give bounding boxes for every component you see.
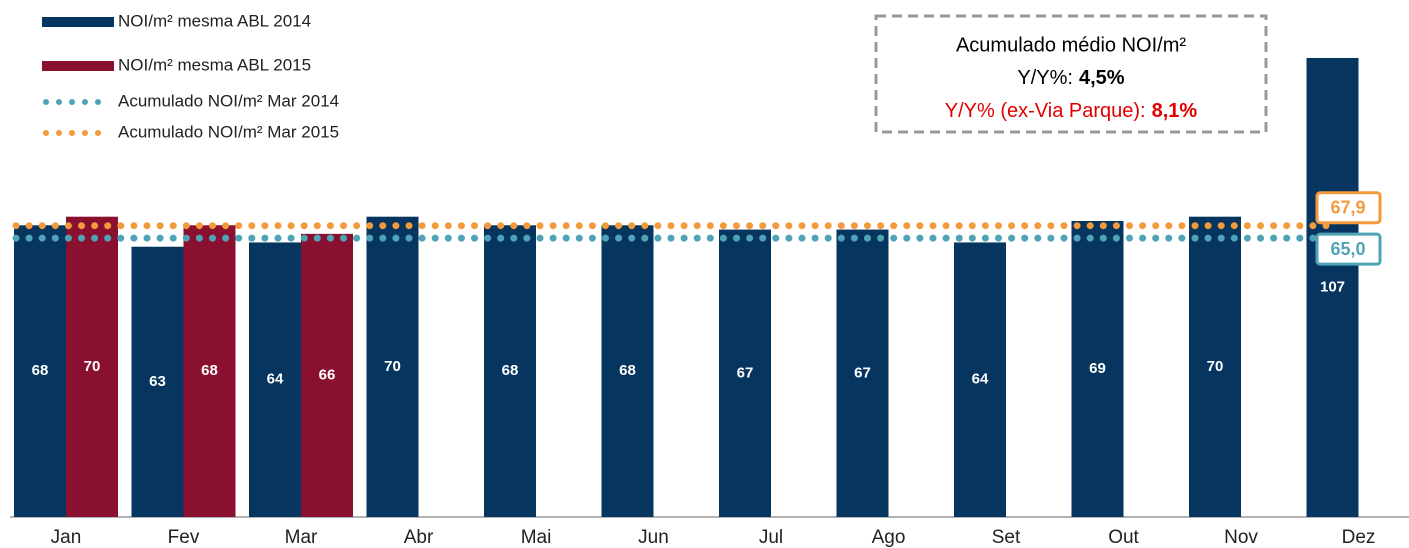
value-label: 68 — [32, 362, 49, 379]
value-label: 63 — [149, 373, 166, 390]
reference-label: 65,0 — [1330, 239, 1365, 259]
value-label: 67 — [737, 364, 754, 381]
value-label: 69 — [1089, 360, 1106, 377]
bar — [131, 246, 184, 518]
x-tick-label: Nov — [1224, 527, 1258, 548]
x-tick-label: Jul — [759, 527, 783, 548]
annotation-label: Y/Y% (ex-Via Parque): — [945, 100, 1146, 122]
value-label: 70 — [384, 358, 401, 375]
bar — [1189, 216, 1241, 517]
x-tick-label: Out — [1108, 527, 1139, 548]
x-tick-label: Abr — [404, 527, 434, 548]
reference-label-box — [1315, 191, 1382, 225]
value-label: 70 — [84, 358, 101, 375]
x-tick-label: Mar — [285, 527, 318, 548]
legend-swatch — [42, 17, 114, 27]
bar — [719, 229, 771, 517]
bar — [484, 225, 536, 517]
legend-label: NOI/m² mesma ABL 2015 — [118, 55, 311, 74]
x-tick-label: Mai — [521, 527, 552, 548]
bar — [249, 242, 301, 517]
x-tick-label: Set — [992, 527, 1021, 548]
bar — [1306, 57, 1359, 517]
legend-swatch — [42, 61, 114, 71]
annotation-label: Y/Y%: — [1017, 67, 1073, 89]
legend-label: NOI/m² mesma ABL 2014 — [118, 11, 311, 30]
annotation-value: 4,5% — [1079, 67, 1125, 89]
annotation-value: 8,1% — [1152, 100, 1198, 122]
bar — [366, 216, 419, 517]
annotation-line: Y/Y% (ex-Via Parque): 8,1% — [945, 100, 1198, 122]
x-tick-label: Jun — [638, 527, 669, 548]
value-label: 68 — [201, 362, 218, 379]
legend-label: Acumulado NOI/m² Mar 2014 — [118, 91, 339, 110]
annotation-title: Acumulado médio NOI/m² — [956, 34, 1186, 56]
annotation-box — [874, 14, 1268, 134]
value-label: 64 — [267, 371, 284, 388]
value-label: 64 — [972, 371, 989, 388]
bar — [954, 242, 1006, 517]
bar — [301, 233, 353, 518]
x-tick-label: Jan — [51, 527, 82, 548]
value-label: 68 — [502, 362, 519, 379]
x-tick-label: Dez — [1342, 527, 1376, 548]
value-label: 107 — [1320, 278, 1345, 295]
bar — [836, 229, 889, 517]
value-label: 67 — [854, 364, 871, 381]
value-label: 66 — [319, 366, 336, 383]
bar — [66, 216, 118, 517]
bar — [1071, 220, 1124, 518]
bar — [601, 225, 654, 517]
value-label: 70 — [1207, 358, 1224, 375]
bar — [14, 225, 66, 517]
x-tick-label: Fev — [168, 527, 200, 548]
value-label: 68 — [619, 362, 636, 379]
legend-label: Acumulado NOI/m² Mar 2015 — [118, 122, 339, 141]
annotation-line: Y/Y%: 4,5% — [1017, 67, 1124, 89]
x-tick-label: Ago — [872, 527, 906, 548]
reference-label: 67,9 — [1330, 197, 1365, 217]
reference-label-box — [1315, 232, 1382, 266]
bar — [183, 225, 236, 517]
